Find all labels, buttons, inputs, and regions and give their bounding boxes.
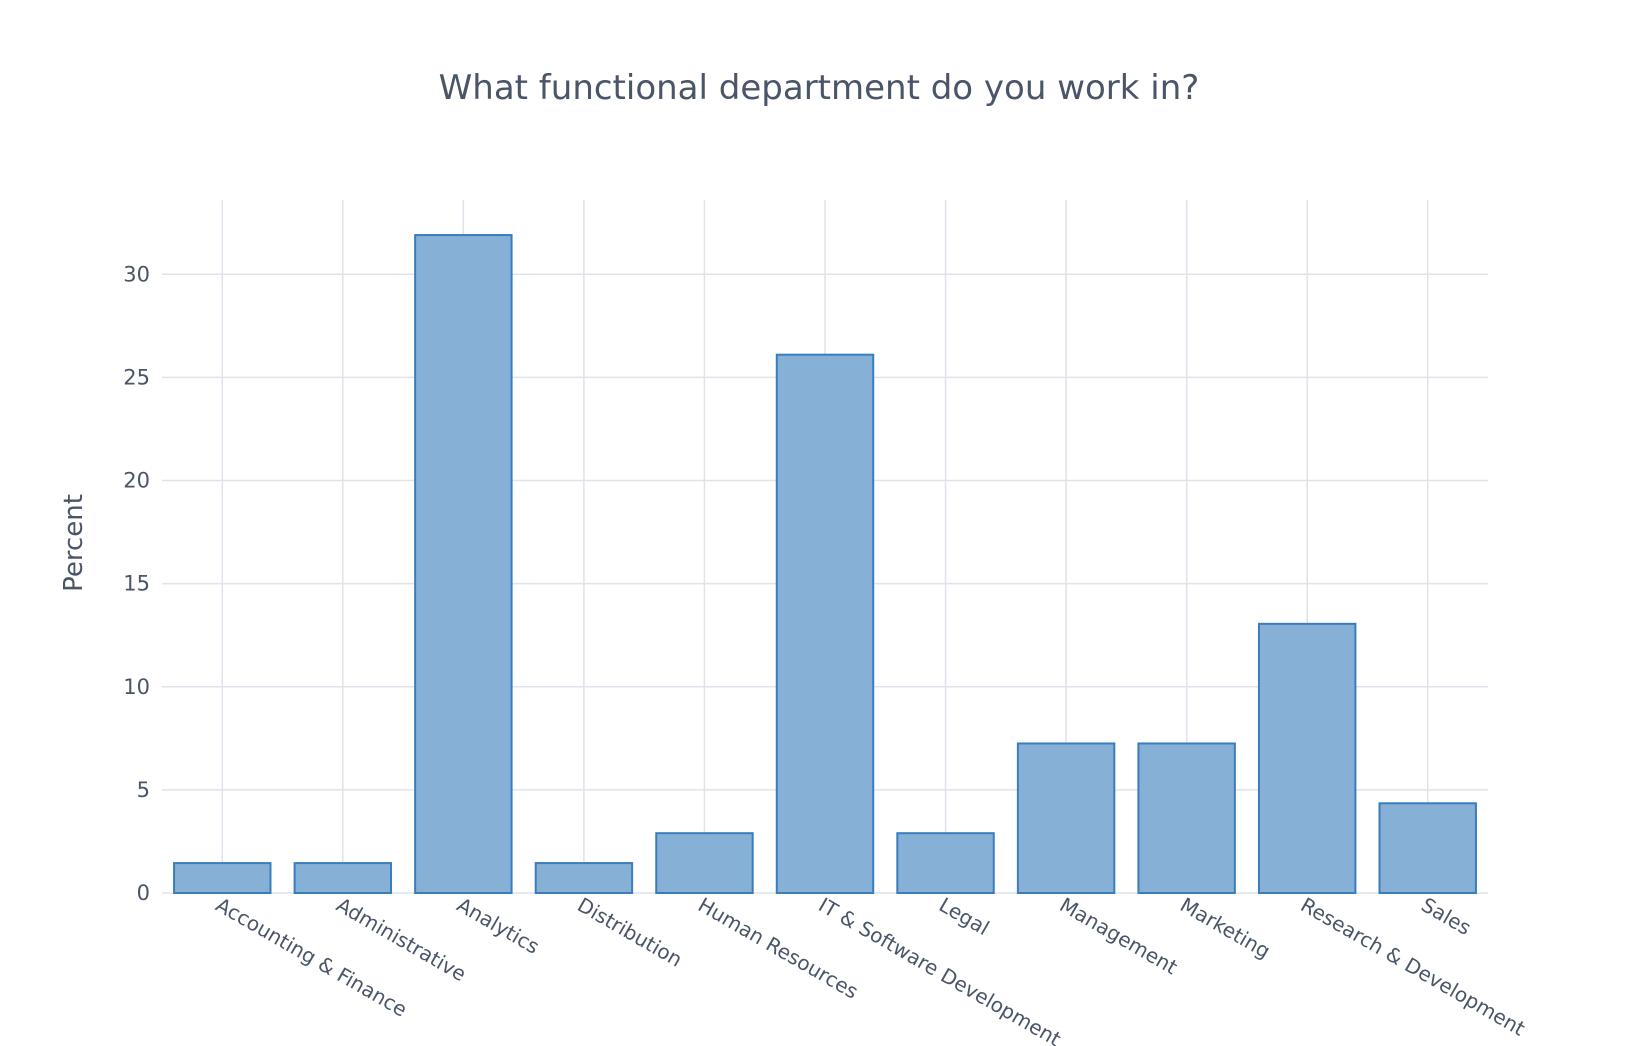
y-tick-label-20: 20 [123,469,150,493]
y-tick-label-0: 0 [137,881,150,905]
bar-management[interactable] [1016,742,1116,894]
bar-administrative[interactable] [293,862,393,894]
bars [173,234,1477,894]
bar-accounting-and-finance[interactable] [173,862,272,894]
bar-analytics[interactable] [414,234,513,894]
bar-marketing[interactable] [1137,742,1236,894]
y-axis-title: Percent [59,494,89,592]
y-tick-label-5: 5 [137,778,150,802]
y-tick-label-25: 25 [123,365,150,389]
y-tick-label-15: 15 [123,572,150,596]
y-axis-ticks: 0 5 10 15 20 25 30 [123,262,150,905]
y-tick-label-30: 30 [123,262,150,286]
bar-human-resources[interactable] [655,832,754,894]
chart-title: What functional department do you work i… [439,68,1200,108]
y-tick-label-10: 10 [123,675,150,699]
bar-distribution[interactable] [534,862,634,894]
bar-sales[interactable] [1378,802,1477,894]
bar-legal[interactable] [896,832,995,894]
bar-research-and-development[interactable] [1257,622,1357,894]
bar-it-and-software-development[interactable] [775,353,875,894]
